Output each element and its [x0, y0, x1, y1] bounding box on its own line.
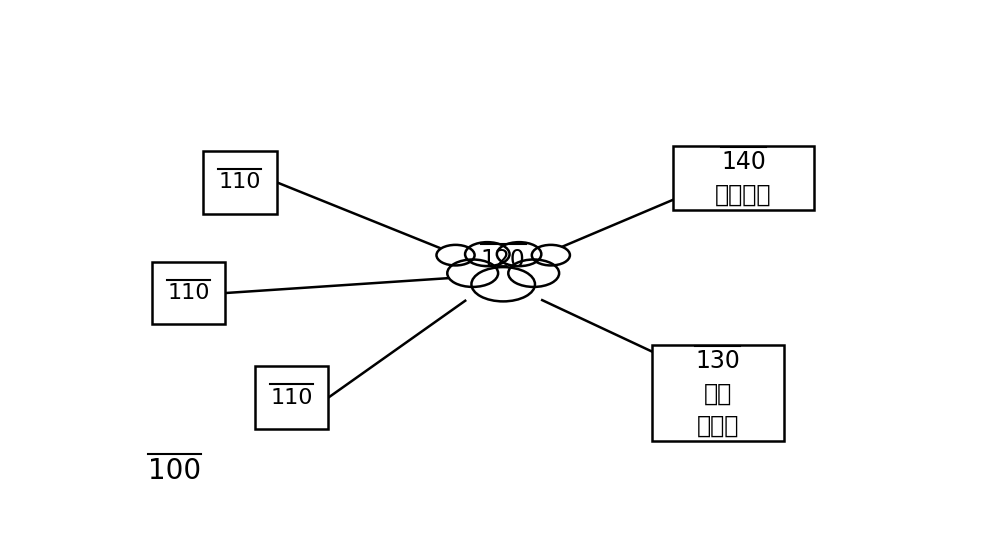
Circle shape — [447, 260, 498, 287]
Circle shape — [465, 242, 510, 266]
FancyBboxPatch shape — [255, 366, 328, 429]
FancyBboxPatch shape — [152, 262, 225, 324]
Text: 110: 110 — [218, 172, 261, 192]
Circle shape — [497, 242, 541, 266]
FancyBboxPatch shape — [673, 146, 814, 211]
FancyBboxPatch shape — [203, 151, 277, 213]
Circle shape — [471, 267, 535, 301]
Text: 110: 110 — [270, 388, 313, 408]
FancyBboxPatch shape — [652, 345, 784, 441]
Text: 在线系统: 在线系统 — [715, 182, 772, 206]
Circle shape — [532, 245, 570, 266]
Text: 120: 120 — [481, 248, 526, 272]
Circle shape — [436, 245, 475, 266]
Text: 第三方: 第三方 — [697, 413, 739, 438]
Text: 110: 110 — [167, 283, 210, 303]
Text: 140: 140 — [721, 150, 766, 174]
Circle shape — [508, 260, 559, 287]
Text: 系统: 系统 — [704, 381, 732, 406]
Text: 130: 130 — [695, 349, 740, 374]
Text: 100: 100 — [148, 457, 201, 485]
